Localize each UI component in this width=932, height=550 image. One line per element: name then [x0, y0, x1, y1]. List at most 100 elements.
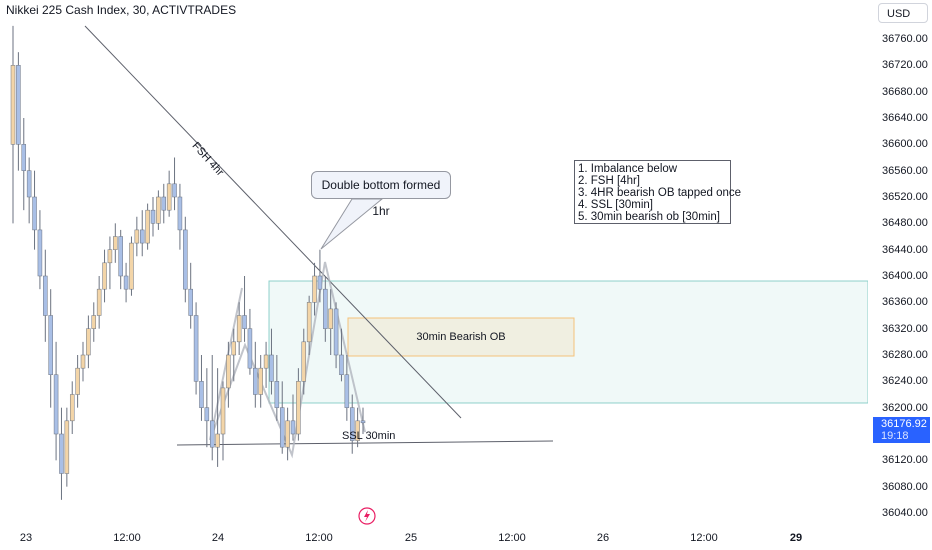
candle-body — [296, 381, 301, 435]
candle-body — [215, 433, 220, 448]
candle-body — [32, 196, 37, 231]
chart-canvas[interactable] — [0, 0, 868, 550]
candle — [80, 341, 86, 382]
candle-body — [339, 354, 344, 375]
candle — [134, 216, 140, 257]
candle-body — [123, 275, 129, 290]
candle-body — [220, 387, 226, 435]
candle-body — [177, 196, 183, 231]
candle-body — [102, 262, 107, 290]
fsh-trendline — [84, 25, 462, 419]
candle — [231, 328, 237, 382]
candle — [296, 368, 301, 441]
candle — [253, 341, 258, 408]
candle-body — [183, 229, 188, 290]
candle-body — [96, 288, 102, 316]
time-tick-label: 23 — [19, 532, 33, 544]
candle — [48, 289, 53, 408]
candle-body — [344, 374, 350, 408]
candle — [312, 262, 317, 316]
time-tick-label: 26 — [596, 532, 610, 544]
candle-body — [64, 420, 70, 474]
candle — [333, 302, 339, 369]
candle — [37, 210, 43, 290]
candle — [118, 229, 123, 290]
candle — [215, 368, 220, 467]
candle-body — [258, 367, 263, 395]
candle-body — [166, 183, 172, 211]
candle — [64, 407, 70, 487]
candle — [69, 381, 75, 434]
candle-body — [145, 209, 150, 244]
candle-body — [107, 249, 113, 264]
candle-body — [236, 315, 242, 343]
candle — [188, 262, 193, 329]
candle-body — [226, 354, 231, 389]
price-tick-label: 36760.00 — [882, 33, 928, 45]
candle — [75, 355, 80, 408]
price-tick-label: 36560.00 — [882, 164, 928, 177]
candle — [193, 302, 199, 395]
candle-body — [231, 341, 237, 356]
callout-pointer — [320, 198, 384, 250]
time-tick-label: 25 — [404, 532, 418, 544]
price-tick-label: 36520.00 — [882, 191, 928, 203]
candle — [177, 183, 183, 250]
candle — [26, 157, 32, 224]
ssl-line — [176, 440, 554, 446]
note-item: 5. 30min bearish ob [30min] — [578, 211, 720, 223]
candle — [129, 236, 134, 296]
candle — [150, 197, 156, 237]
candle — [113, 223, 118, 263]
time-tick-label: 24 — [211, 532, 225, 544]
candle-body — [80, 354, 86, 369]
candle-body — [69, 394, 75, 422]
price-tick-label: 36440.00 — [882, 243, 928, 256]
price-tick-label: 36200.00 — [882, 401, 928, 414]
candle-body — [16, 65, 21, 145]
candle-body — [242, 315, 247, 329]
last-price-value: 36176.92 — [881, 418, 927, 430]
candle — [344, 355, 350, 421]
candle-body — [323, 288, 328, 329]
note-item: 3. 4HR bearish OB tapped once — [578, 187, 742, 199]
ob-zone-label: 30min Bearish OB — [416, 331, 506, 343]
currency-button[interactable]: USD — [878, 3, 928, 23]
candle — [242, 276, 247, 342]
price-tick-label: 36480.00 — [882, 217, 928, 230]
candle — [349, 394, 355, 454]
price-axis[interactable]: 36760.00 36720.00 36680.00 36640.00 36600.00… — [868, 0, 932, 550]
double-bottom-path — [209, 261, 366, 459]
candle-body — [118, 236, 123, 277]
candle-body — [172, 183, 177, 198]
candle — [226, 341, 231, 408]
double-bottom-callout[interactable]: Double bottom formed 1hr — [311, 171, 451, 218]
note-item: 1. Imbalance below — [578, 163, 678, 175]
candle-body — [301, 341, 307, 382]
candle-body — [285, 420, 290, 448]
price-tick-label: 36320.00 — [882, 322, 928, 335]
notes-box[interactable]: 1. Imbalance below 2. FSH [4hr] 3. 4HR b… — [574, 160, 742, 224]
candle-body — [21, 144, 27, 171]
candle-body — [274, 381, 280, 408]
candle-body — [129, 242, 134, 290]
candle-body — [317, 275, 323, 290]
candle — [172, 157, 177, 211]
bar-countdown: 19:18 — [881, 430, 909, 442]
candle-body — [91, 315, 97, 329]
candle-body — [349, 407, 355, 441]
candle — [274, 355, 280, 421]
candle-body — [86, 328, 91, 356]
time-tick-label: 12:00 — [498, 532, 526, 544]
candle — [279, 381, 285, 454]
candle — [306, 295, 312, 355]
candle — [209, 355, 215, 461]
candle — [43, 249, 48, 342]
candle — [166, 170, 172, 217]
lightning-icon[interactable] — [358, 507, 376, 525]
candle — [220, 381, 226, 461]
candle-body — [204, 407, 210, 422]
candle — [247, 308, 253, 375]
candle-body — [156, 196, 161, 224]
candle-body — [26, 170, 32, 198]
